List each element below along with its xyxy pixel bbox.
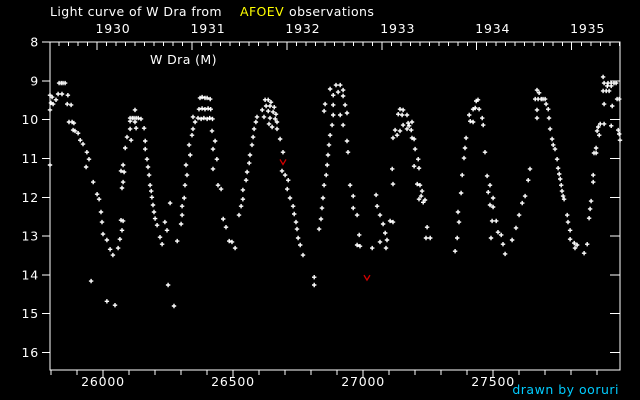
y-tick-label: 12 [21, 190, 39, 205]
axes [42, 41, 621, 378]
year-tick-label: 1930 [96, 21, 131, 36]
year-tick-label: 1935 [570, 21, 605, 36]
y-tick-label: 10 [21, 112, 39, 127]
y-tick-label: 15 [21, 306, 39, 321]
chart-title: Light curve of W Dra from AFOEV observatio… [50, 4, 374, 19]
year-tick-label: 1933 [380, 21, 415, 36]
year-tick-label: 1931 [190, 21, 225, 36]
y-tick-label: 16 [21, 345, 39, 360]
y-tick-label: 8 [30, 35, 39, 50]
x-tick-label: 26000 [81, 374, 125, 389]
observation-marker-path [47, 74, 623, 309]
chart-title-suffix: observations [289, 4, 375, 19]
year-tick-label: 1932 [285, 21, 320, 36]
y-tick-label: 13 [21, 229, 39, 244]
axis-tick-labels: 26000 26500 27000 27500 1930 1931 1932 1933 1934… [21, 21, 605, 389]
y-tick-label: 9 [30, 73, 39, 88]
y-tick-label: 14 [21, 267, 39, 282]
chart-title-highlight: AFOEV [240, 4, 285, 19]
y-tick-label: 11 [21, 151, 39, 166]
data-points [47, 74, 623, 309]
star-name-label: W Dra (M) [150, 52, 217, 67]
credit-text: drawn by ooruri [512, 382, 619, 397]
x-tick-label: 26500 [211, 374, 255, 389]
fainter-than-marker-path [279, 159, 371, 282]
year-tick-label: 1934 [475, 21, 510, 36]
fainter-than-markers [279, 159, 371, 282]
x-tick-label: 27500 [471, 374, 515, 389]
chart-title-prefix: Light curve of W Dra from [50, 4, 223, 19]
x-tick-label: 27000 [341, 374, 385, 389]
